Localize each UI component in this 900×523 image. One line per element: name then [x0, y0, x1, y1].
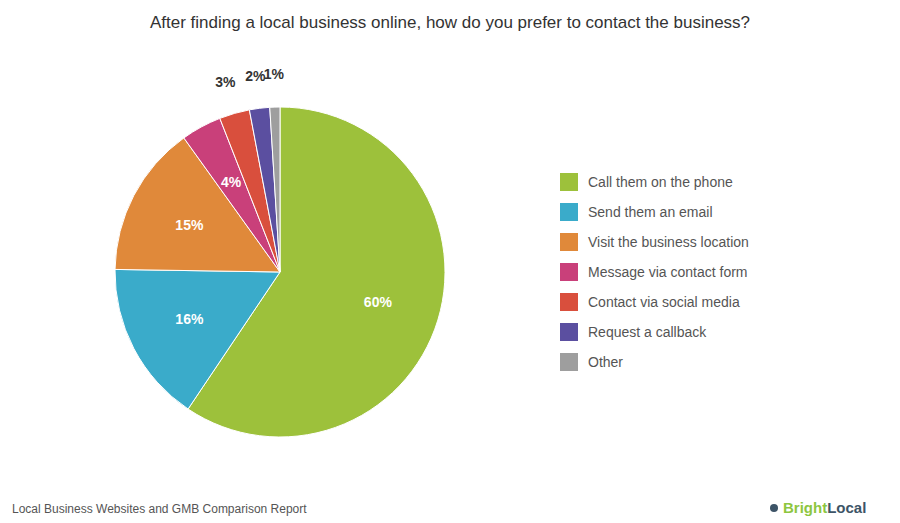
- logo-icon: [770, 504, 778, 512]
- footer: Local Business Websites and GMB Comparis…: [12, 502, 307, 516]
- legend-swatch: [560, 173, 578, 191]
- data-label: 1%: [264, 66, 285, 82]
- legend-item: Other: [560, 353, 623, 371]
- title: After finding a local business online, h…: [150, 13, 750, 32]
- data-label: 3%: [215, 74, 236, 90]
- legend-label: Message via contact form: [588, 264, 748, 280]
- legend-item: Message via contact form: [560, 263, 748, 281]
- legend-swatch: [560, 293, 578, 311]
- chart: After finding a local business online, h…: [0, 0, 900, 523]
- slice: [249, 107, 280, 272]
- legend: Call them on the phone Send them an email…: [560, 173, 749, 371]
- data-label: 15%: [175, 217, 204, 233]
- legend-item: Contact via social media: [560, 293, 740, 311]
- legend-label: Contact via social media: [588, 294, 740, 310]
- legend-swatch: [560, 203, 578, 221]
- legend-label: Other: [588, 354, 623, 370]
- legend-label: Visit the business location: [588, 234, 749, 250]
- legend-swatch: [560, 233, 578, 251]
- legend-item: Visit the business location: [560, 233, 749, 251]
- logo-part: Bright: [783, 499, 827, 516]
- legend-label: Request a callback: [588, 324, 707, 340]
- data-label: 4%: [221, 174, 242, 190]
- data-labels: 60%16%15%4%3%2%1%: [175, 66, 392, 327]
- logo-text: BrightLocal: [783, 499, 866, 516]
- legend-item: Send them an email: [560, 203, 713, 221]
- legend-label: Send them an email: [588, 204, 713, 220]
- legend-item: Call them on the phone: [560, 173, 733, 191]
- pie: [115, 107, 445, 437]
- legend-swatch: [560, 353, 578, 371]
- data-label: 16%: [175, 311, 204, 327]
- legend-label: Call them on the phone: [588, 174, 733, 190]
- slice: [115, 269, 280, 409]
- data-label: 60%: [364, 294, 393, 310]
- logo-part: Local: [827, 499, 866, 516]
- logo: BrightLocal: [770, 499, 866, 516]
- slice: [270, 107, 280, 272]
- legend-swatch: [560, 263, 578, 281]
- legend-swatch: [560, 323, 578, 341]
- legend-item: Request a callback: [560, 323, 707, 341]
